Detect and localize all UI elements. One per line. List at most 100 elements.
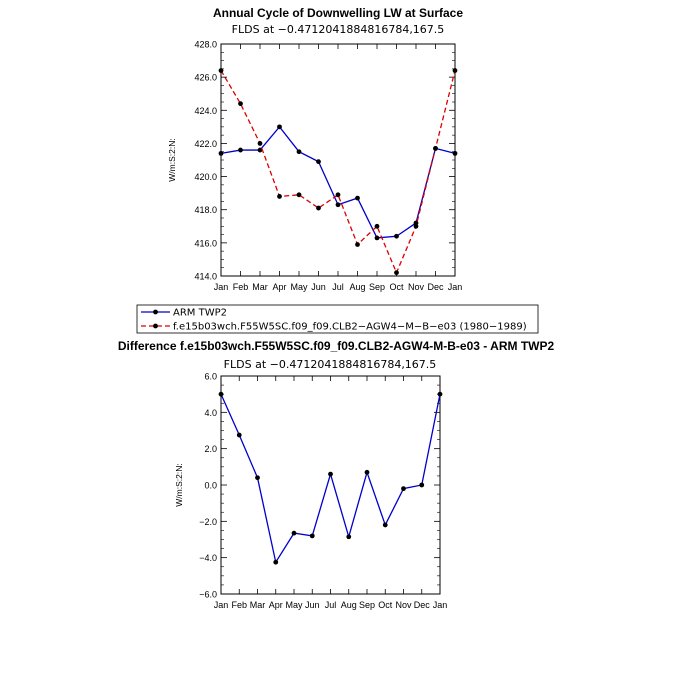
bottom-series-0-point <box>382 522 388 528</box>
top-y-tick-label: 414.0 <box>194 272 217 282</box>
bottom-y-tick-label: 4.0 <box>204 408 217 418</box>
top-series-0-point <box>218 150 224 156</box>
bottom-x-tick-label: Apr <box>269 600 283 610</box>
top-series-0-point <box>394 233 399 239</box>
bottom-y-axis-label: W/m:S:2:N: <box>174 463 184 506</box>
top-y-tick-label: 424.0 <box>194 106 217 116</box>
bottom-series-0-point <box>273 559 279 565</box>
legend-box <box>136 304 539 334</box>
top-series-1-point <box>257 141 263 146</box>
top-x-tick-label: Jan <box>214 282 229 292</box>
top-series-0-point <box>316 159 321 165</box>
top-x-tick-label: Oct <box>389 282 404 292</box>
top-x-tick-label: Aug <box>349 282 365 292</box>
bottom-series-0-point <box>328 471 333 477</box>
top-series-line-0 <box>220 125 456 239</box>
bottom-chart-title: Difference f.e15b03wch.F55W5SC.f09_f09.C… <box>118 339 555 353</box>
top-series-1-point <box>394 270 399 276</box>
bottom-y-tick-label: −4.0 <box>199 553 217 563</box>
top-series-0-point <box>296 149 302 155</box>
top-x-tick-label: Sep <box>369 282 385 292</box>
top-y-tick-label: 426.0 <box>194 73 217 83</box>
bottom-plot-area: Jan Feb Mar Apr May Jun Jul Aug Sep Oct Nov Dec Jan−… <box>199 372 447 611</box>
top-y-tick-label: 428.0 <box>194 40 217 50</box>
top-x-tick-label: Nov <box>408 282 425 292</box>
bottom-x-tick-label: Jul <box>325 600 337 610</box>
top-series-1-point <box>296 192 302 198</box>
bottom-series-0-point <box>401 486 406 492</box>
legend-label-model: f.e15b03wch.F55W5SC.f09_f09.CLB2−AGW4−M−… <box>173 322 527 333</box>
top-series-1-point <box>355 242 360 247</box>
bottom-x-tick-label: Jan <box>433 600 448 610</box>
top-x-tick-label: Dec <box>427 282 444 292</box>
top-y-tick-label: 416.0 <box>194 238 217 248</box>
bottom-x-tick-label: Aug <box>341 600 357 610</box>
bottom-x-tick-label: Jan <box>214 600 229 610</box>
top-series-1-point <box>452 68 458 73</box>
bottom-x-tick-label: Oct <box>378 600 393 610</box>
bottom-series-line-0 <box>220 393 441 564</box>
bottom-series-0-point <box>236 432 242 438</box>
legend-marker-model <box>153 323 158 329</box>
legend: ARM TWP2 f.e15b03wch.F55W5SC.f09_f09.CLB… <box>136 304 539 334</box>
top-y-tick-label: 420.0 <box>194 172 217 182</box>
top-series-1-point <box>238 101 243 107</box>
bottom-x-tick-label: Nov <box>395 600 412 610</box>
top-series-1-point <box>374 223 380 229</box>
bottom-series-0-point <box>437 391 443 397</box>
top-series-line-1 <box>220 70 456 275</box>
top-y-tick-label: 422.0 <box>194 139 217 149</box>
bottom-x-tick-label: Mar <box>250 600 266 610</box>
top-series-0-point <box>413 220 419 226</box>
top-series-0-point <box>335 202 341 208</box>
bottom-y-tick-label: 6.0 <box>204 372 217 382</box>
top-x-tick-label: Mar <box>252 282 268 292</box>
bottom-series-0-point <box>255 475 260 481</box>
top-series-0-point <box>257 147 263 153</box>
top-x-tick-label: Feb <box>233 282 249 292</box>
bottom-x-tick-label: May <box>285 600 303 610</box>
bottom-y-tick-label: −2.0 <box>199 517 217 527</box>
bottom-x-tick-label: Dec <box>414 600 431 610</box>
top-series-1-point <box>413 223 419 229</box>
bottom-series-0-point <box>346 534 352 540</box>
bottom-series-0-point <box>419 482 425 488</box>
bottom-chart-subtitle: FLDS at −0.4712041884816784,167.5 <box>224 358 437 371</box>
top-x-tick-label: Jan <box>448 282 463 292</box>
top-series-0-point <box>238 147 243 153</box>
legend-entry-model: f.e15b03wch.F55W5SC.f09_f09.CLB2−AGW4−M−… <box>141 322 527 333</box>
top-series-0-point <box>355 195 360 201</box>
top-series-0-point <box>452 150 458 156</box>
top-plot-area: Jan Feb Mar Apr May Jun Jul Aug Sep Oct Nov Dec Jan4… <box>194 40 462 293</box>
legend-entry-obs: ARM TWP2 <box>141 308 227 319</box>
top-x-tick-label: Jul <box>332 282 344 292</box>
legend-marker-obs <box>153 309 158 315</box>
top-x-tick-label: May <box>290 282 308 292</box>
top-chart-subtitle: FLDS at −0.4712041884816784,167.5 <box>232 23 445 36</box>
bottom-series-0-point <box>291 530 297 536</box>
top-series-0-point <box>374 235 380 241</box>
top-x-tick-label: Jun <box>311 282 326 292</box>
bottom-series-0-point <box>309 533 315 539</box>
top-series-0-point <box>277 124 282 130</box>
top-chart-title: Annual Cycle of Downwelling LW at Surfac… <box>213 6 463 20</box>
bottom-plot-frame <box>220 375 441 595</box>
bottom-y-tick-label: 2.0 <box>204 444 217 454</box>
bottom-x-tick-label: Jun <box>305 600 320 610</box>
bottom-series-0-point <box>218 391 224 397</box>
bottom-x-tick-label: Feb <box>231 600 247 610</box>
top-series-1-point <box>277 194 282 199</box>
top-series-1-point <box>218 68 224 73</box>
bottom-y-tick-label: −6.0 <box>199 590 217 600</box>
legend-label-obs: ARM TWP2 <box>173 308 227 319</box>
top-x-tick-label: Apr <box>272 282 286 292</box>
top-series-1-point <box>316 205 321 211</box>
bottom-series-0-point <box>364 469 370 475</box>
top-series-1-point <box>335 192 341 198</box>
top-y-tick-label: 418.0 <box>194 205 217 215</box>
bottom-y-tick-label: 0.0 <box>204 481 217 491</box>
top-plot-frame <box>220 43 456 277</box>
bottom-x-tick-label: Sep <box>359 600 375 610</box>
top-series-1-point <box>433 146 438 151</box>
